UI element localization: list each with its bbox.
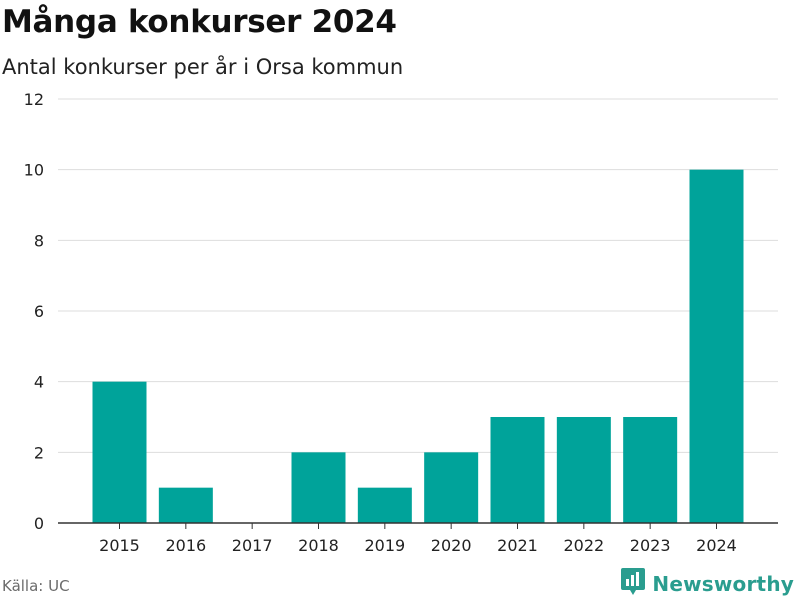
y-tick-label: 8 <box>34 231 44 250</box>
x-tick-label: 2018 <box>298 536 339 555</box>
x-tick-label: 2019 <box>364 536 405 555</box>
x-tick-label: 2020 <box>431 536 472 555</box>
bar <box>490 417 545 523</box>
newsworthy-logo-icon <box>620 567 646 601</box>
x-tick-label: 2017 <box>232 536 273 555</box>
bar <box>92 381 147 523</box>
x-tick-label: 2021 <box>497 536 538 555</box>
x-tick-label: 2016 <box>165 536 206 555</box>
bars <box>92 169 744 523</box>
bar <box>158 487 213 523</box>
x-tick-label: 2024 <box>696 536 737 555</box>
brand-name: Newsworthy <box>652 572 794 596</box>
bar <box>556 417 611 523</box>
chart-subtitle: Antal konkurser per år i Orsa kommun <box>2 55 404 79</box>
bar <box>357 487 412 523</box>
x-tick-label: 2023 <box>630 536 671 555</box>
chart-title: Många konkurser 2024 <box>2 4 397 40</box>
bar <box>291 452 346 523</box>
x-tick-label: 2022 <box>563 536 604 555</box>
y-tick-label: 2 <box>34 443 44 462</box>
y-axis-ticks: 0 2 4 6 8 10 12 <box>24 90 44 533</box>
bar <box>623 417 678 523</box>
y-tick-label: 10 <box>24 161 44 180</box>
gridlines <box>58 98 778 453</box>
y-tick-label: 12 <box>24 90 44 109</box>
y-tick-label: 0 <box>34 514 44 533</box>
bar <box>424 452 479 523</box>
y-tick-label: 4 <box>34 373 44 392</box>
bar <box>689 169 744 523</box>
x-axis-ticks: 2015 2016 2017 2018 2019 2020 2021 2022 2023 2024 <box>99 523 737 555</box>
y-tick-label: 6 <box>34 302 44 321</box>
brand-logo: Newsworthy <box>620 568 794 600</box>
source-note: Källa: UC <box>2 577 70 595</box>
x-tick-label: 2015 <box>99 536 140 555</box>
